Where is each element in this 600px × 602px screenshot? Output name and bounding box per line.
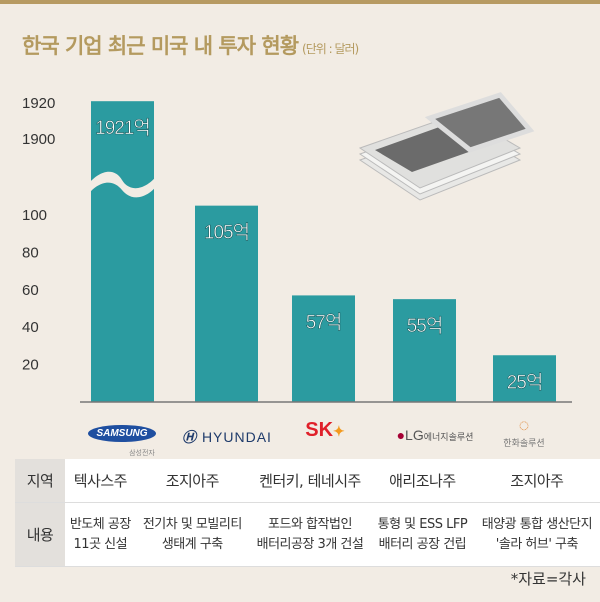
data-label: 25억 [507, 371, 543, 393]
detail-table: 지역 텍사스주 조지아주 켄터키, 테네시주 애리조나주 조지아주 내용 반도체… [15, 459, 600, 567]
row-header: 내용 [15, 502, 65, 567]
chart-title: 한국 기업 최근 미국 내 투자 현황 (단위 : 달러) [22, 30, 359, 60]
data-label: 105억 [204, 222, 249, 244]
bar [91, 101, 154, 402]
unit-label: (단위 : 달러) [302, 42, 359, 56]
y-tick-label: 1920 [22, 95, 55, 112]
bar [195, 205, 258, 402]
table-row-region: 지역 텍사스주 조지아주 켄터키, 테네시주 애리조나주 조지아주 [15, 459, 600, 503]
bar [292, 295, 355, 402]
table-cell: 조지아주 [473, 459, 600, 503]
samsung-logo: SAMSUNG 삼성전자 [72, 423, 172, 460]
bar [393, 299, 456, 402]
hanwha-logo: ◌ 한화솔루션 [503, 415, 545, 448]
table-cell: 조지아주 [135, 459, 249, 503]
bar [493, 355, 556, 402]
title-text: 한국 기업 최근 미국 내 투자 현황 [22, 34, 299, 58]
lg-logo: ●LG에너지솔루션 [396, 427, 474, 443]
data-label: 55억 [407, 315, 443, 337]
y-tick-label: 1900 [22, 131, 55, 148]
y-tick-label: 20 [22, 357, 39, 374]
table-cell: 애리조나주 [371, 459, 474, 503]
y-tick-label: 100 [22, 207, 47, 224]
row-header: 지역 [15, 459, 65, 503]
data-label: 1921억 [95, 117, 150, 139]
data-label: 57억 [306, 311, 342, 333]
table-cell: 반도체 공장 11곳 신설 [65, 502, 136, 567]
table-cell: 포드와 합작법인 배터리공장 3개 건설 [248, 502, 371, 567]
source-note: *자료=각사 [510, 570, 586, 588]
y-tick-label: 80 [22, 244, 39, 261]
hyundai-logo: Ⓗ HYUNDAI [182, 429, 272, 445]
sk-logo: SK✦ [305, 419, 345, 441]
table-row-content: 내용 반도체 공장 11곳 신설 전기차 및 모빌리티 생태계 구축 포드와 합작법… [15, 502, 600, 567]
bar-chart: 1920 1900 100 80 60 40 20 1921억 105억 57억 55억 25억 [22, 92, 572, 403]
company-logos: SAMSUNG 삼성전자 Ⓗ HYUNDAI SK✦ ●LG에너지솔루션 ◌ 한화… [0, 415, 600, 457]
table-cell: 텍사스주 [65, 459, 136, 503]
table-cell: 켄터키, 테네시주 [248, 459, 371, 503]
top-accent-line [0, 0, 600, 4]
y-tick-label: 40 [22, 319, 39, 336]
y-tick-label: 60 [22, 282, 39, 299]
table-cell: 전기차 및 모빌리티 생태계 구축 [135, 502, 249, 567]
money-stack-illustration [358, 92, 535, 201]
table-cell: 통형 및 ESS LFP 배터리 공장 건립 [371, 502, 474, 567]
table-cell: 태양광 통합 생산단지 '솔라 허브' 구축 [473, 502, 600, 567]
axis-break-mark [85, 171, 160, 198]
